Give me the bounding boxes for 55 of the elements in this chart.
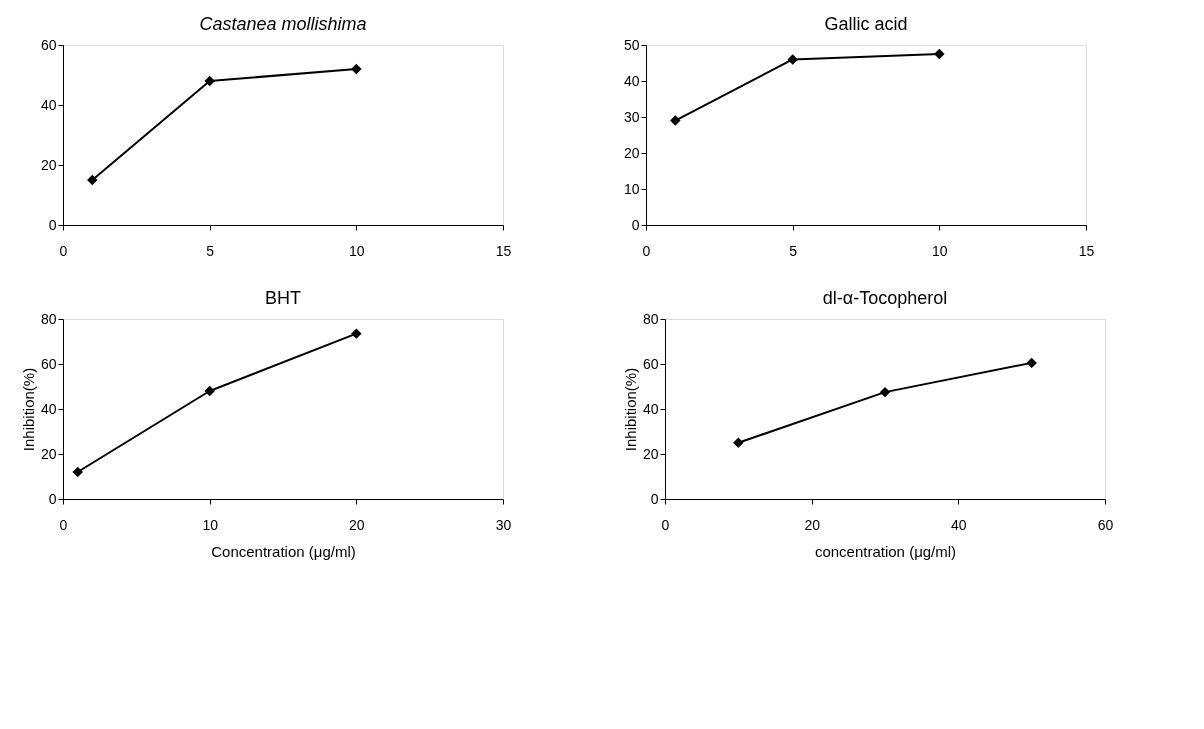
x-tick-label: 40	[951, 516, 967, 533]
x-tick-label: 10	[202, 516, 219, 533]
x-tick-label: 10	[349, 242, 365, 259]
y-tick-label: 0	[631, 216, 640, 233]
y-tick-label: 50	[623, 36, 640, 53]
point	[733, 437, 744, 448]
y-tick-label: 60	[642, 355, 659, 372]
y-tick-label: 40	[623, 72, 640, 89]
x-tick-label: 20	[349, 516, 365, 533]
x-tick-label: 0	[59, 516, 68, 533]
y-tick-label: 0	[48, 490, 57, 507]
y-tick-label: 60	[40, 355, 57, 372]
point	[1026, 357, 1037, 369]
y-tick-label: 60	[40, 36, 57, 53]
y-tick-label: 10	[623, 180, 640, 197]
x-tick-label: 0	[661, 516, 670, 533]
y-tick-label: 20	[40, 156, 57, 173]
y-tick-label: 20	[642, 445, 659, 462]
y-tick-label: 40	[642, 400, 659, 417]
x-axis-title: concentration (μg/ml)	[814, 542, 957, 560]
x-tick-label: 5	[789, 242, 798, 259]
x-tick-label: 20	[804, 516, 821, 533]
chart-title: BHT	[265, 288, 301, 308]
x-tick-label: 0	[59, 242, 68, 259]
point	[670, 115, 681, 126]
point	[204, 385, 215, 397]
x-tick-label: 30	[495, 516, 512, 533]
point	[87, 174, 98, 186]
point	[934, 48, 945, 60]
chart-title: Gallic acid	[824, 14, 908, 34]
y-tick-label: 0	[650, 490, 659, 507]
x-axis-title: Concentration (μg/ml)	[211, 542, 356, 560]
x-tick-label: 15	[495, 242, 512, 259]
y-tick-label: 20	[40, 445, 57, 462]
y-tick-label: 0	[48, 216, 57, 233]
point	[351, 328, 362, 339]
chart-title: dl-α-Tocopherol	[822, 288, 948, 308]
point	[787, 54, 798, 65]
x-tick-label: 15	[1078, 242, 1095, 259]
x-tick-label: 10	[932, 242, 948, 259]
x-tick-label: 60	[1097, 516, 1114, 533]
point	[72, 466, 83, 478]
y-axis-title: Inhibition(%)	[19, 367, 37, 452]
y-tick-label: 80	[642, 310, 659, 327]
point	[351, 63, 362, 75]
y-axis-title: Inhibition(%)	[621, 367, 639, 452]
y-tick-label: 40	[40, 400, 57, 417]
point	[204, 75, 215, 87]
y-tick-label: 20	[623, 144, 640, 161]
y-tick-label: 40	[40, 96, 57, 113]
point	[879, 386, 891, 398]
chart-title: Castanea mollishima	[199, 14, 367, 34]
y-tick-label: 30	[623, 108, 640, 125]
y-tick-label: 80	[40, 310, 57, 327]
x-tick-label: 5	[206, 242, 215, 259]
